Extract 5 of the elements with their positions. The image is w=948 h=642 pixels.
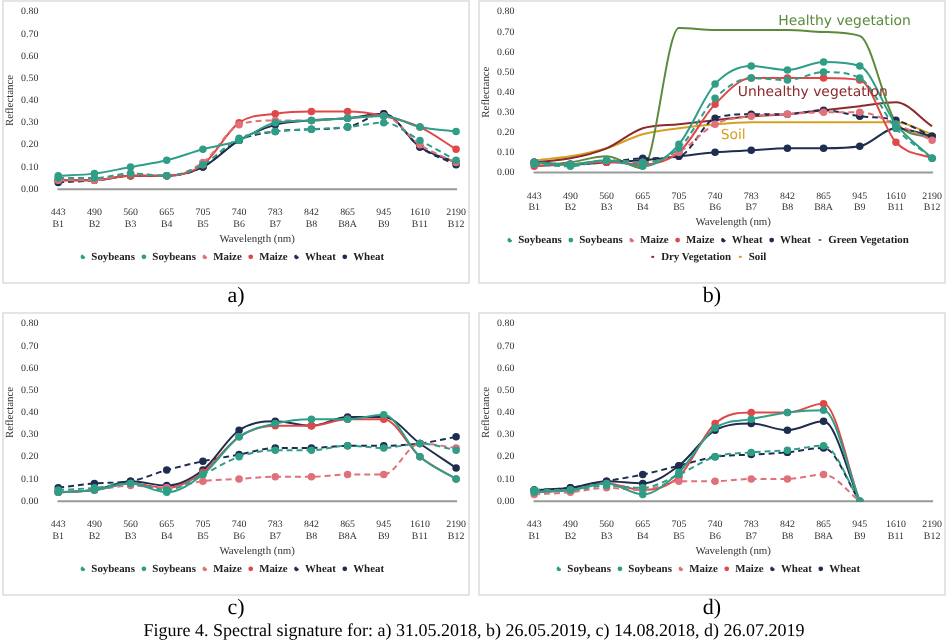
text: a) xyxy=(225,284,247,308)
caption: Figure 4. Spectral signature for: a) 31.05.2018, b) 26.05.2019, c) 14.08.2018, d) 26.07.2019 xyxy=(141,620,807,640)
text: c) xyxy=(225,596,247,620)
text: b) xyxy=(700,284,724,308)
text: d) xyxy=(700,596,724,620)
